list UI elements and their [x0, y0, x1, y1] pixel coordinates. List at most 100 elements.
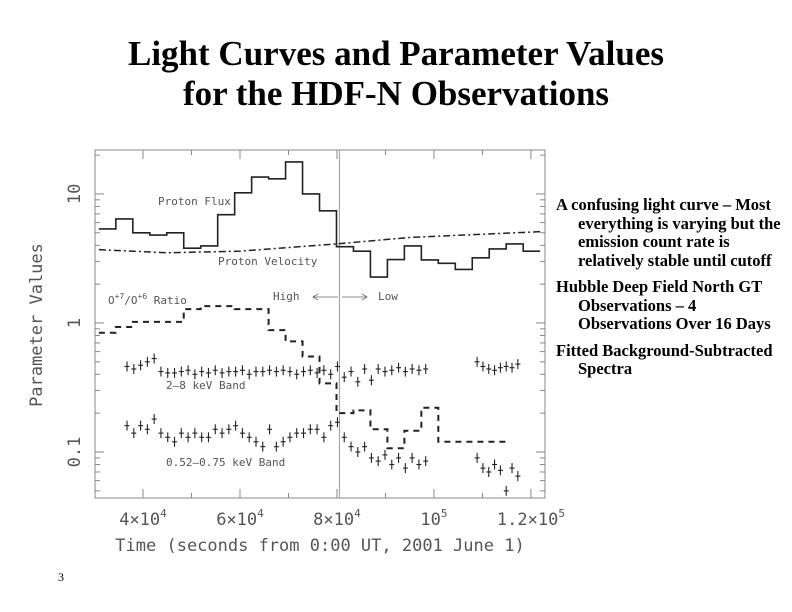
series-proton-flux	[98, 161, 541, 278]
data-point-2-8-kev-band	[178, 366, 184, 377]
x-tick-label: 6×104	[216, 507, 264, 530]
data-point-0-52-0-75-kev-band	[239, 428, 245, 439]
data-point-2-8-kev-band	[219, 367, 225, 378]
data-point-2-8-kev-band	[389, 365, 395, 376]
data-point-0-52-0-75-kev-band	[172, 436, 178, 447]
data-point-2-8-kev-band	[294, 369, 300, 380]
data-point-0-52-0-75-kev-band	[199, 432, 205, 443]
data-point-2-8-kev-band	[497, 362, 503, 373]
data-point-0-52-0-75-kev-band	[362, 441, 368, 452]
data-point-0-52-0-75-kev-band	[503, 485, 509, 496]
data-point-2-8-kev-band	[509, 362, 515, 373]
data-point-2-8-kev-band	[368, 375, 374, 386]
data-point-0-52-0-75-kev-band	[192, 428, 198, 439]
data-point-0-52-0-75-kev-band	[474, 452, 480, 463]
data-point-0-52-0-75-kev-band	[307, 424, 313, 435]
x-tick-label: 8×104	[313, 507, 361, 530]
data-point-2-8-kev-band	[239, 365, 245, 376]
data-point-2-8-kev-band	[341, 372, 347, 383]
data-point-0-52-0-75-kev-band	[480, 463, 486, 474]
data-point-2-8-kev-band	[348, 366, 354, 377]
data-point-0-52-0-75-kev-band	[382, 449, 388, 460]
data-point-2-8-kev-band	[246, 369, 252, 380]
data-point-0-52-0-75-kev-band	[497, 465, 503, 476]
x-tick-label: 105	[420, 507, 447, 530]
data-point-2-8-kev-band	[144, 356, 150, 367]
data-point-0-52-0-75-kev-band	[253, 436, 259, 447]
data-point-2-8-kev-band	[503, 361, 509, 372]
label-proton-velocity: Proton Velocity	[218, 255, 318, 268]
data-point-2-8-kev-band	[486, 363, 492, 374]
data-point-2-8-kev-band	[158, 366, 164, 377]
data-point-2-8-kev-band	[124, 361, 130, 372]
data-point-2-8-kev-band	[375, 363, 381, 374]
data-point-0-52-0-75-kev-band	[205, 432, 211, 443]
data-point-2-8-kev-band	[151, 353, 157, 364]
data-point-0-52-0-75-kev-band	[321, 432, 327, 443]
data-point-0-52-0-75-kev-band	[402, 463, 408, 474]
plot-frame	[94, 149, 546, 499]
data-point-0-52-0-75-kev-band	[246, 432, 252, 443]
data-point-0-52-0-75-kev-band	[341, 432, 347, 443]
data-point-2-8-kev-band	[192, 369, 198, 380]
data-point-0-52-0-75-kev-band	[131, 428, 137, 439]
label-low: Low	[378, 290, 398, 303]
data-point-0-52-0-75-kev-band	[314, 424, 320, 435]
data-point-2-8-kev-band	[205, 367, 211, 378]
data-point-0-52-0-75-kev-band	[294, 428, 300, 439]
data-point-2-8-kev-band	[226, 366, 232, 377]
x-axis-label: Time (seconds from 0:00 UT, 2001 June 1)	[115, 536, 524, 556]
data-point-2-8-kev-band	[314, 367, 320, 378]
series-o-7-o-6-ratio	[98, 305, 507, 450]
data-point-2-8-kev-band	[416, 365, 422, 376]
data-point-0-52-0-75-kev-band	[287, 432, 293, 443]
data-point-0-52-0-75-kev-band	[389, 459, 395, 470]
label-high: High	[273, 290, 300, 303]
data-point-0-52-0-75-kev-band	[158, 428, 164, 439]
data-point-2-8-kev-band	[185, 365, 191, 376]
label-soft-band: 0.52–0.75 keV Band	[166, 456, 285, 469]
data-point-2-8-kev-band	[402, 366, 408, 377]
data-point-0-52-0-75-kev-band	[368, 452, 374, 463]
data-point-2-8-kev-band	[307, 365, 313, 376]
bullet-item: A confusing light curve – Most everythin…	[556, 195, 781, 270]
y-tick-label: 10	[65, 184, 85, 204]
data-point-0-52-0-75-kev-band	[260, 441, 266, 452]
data-point-2-8-kev-band	[212, 365, 218, 376]
data-point-0-52-0-75-kev-band	[334, 417, 340, 428]
bullet-list: A confusing light curve – Most everythin…	[556, 195, 786, 387]
data-point-0-52-0-75-kev-band	[226, 424, 232, 435]
data-point-2-8-kev-band	[253, 366, 259, 377]
data-point-0-52-0-75-kev-band	[219, 428, 225, 439]
data-point-0-52-0-75-kev-band	[355, 446, 361, 457]
x-tick-label: 4×104	[119, 507, 167, 530]
bullet-item: Fitted Background-Subtracted Spectra	[556, 340, 773, 378]
data-point-0-52-0-75-kev-band	[144, 424, 150, 435]
data-point-0-52-0-75-kev-band	[416, 459, 422, 470]
label-hard-band: 2–8 keV Band	[166, 379, 245, 392]
data-point-2-8-kev-band	[273, 366, 279, 377]
slide-title-line1: Light Curves and Parameter Values	[127, 34, 665, 73]
data-point-0-52-0-75-kev-band	[178, 428, 184, 439]
data-point-2-8-kev-band	[287, 366, 293, 377]
data-point-0-52-0-75-kev-band	[138, 420, 144, 431]
data-point-0-52-0-75-kev-band	[273, 441, 279, 452]
data-point-2-8-kev-band	[492, 365, 498, 376]
data-point-2-8-kev-band	[396, 362, 402, 373]
label-proton-flux: Proton Flux	[158, 195, 231, 208]
data-point-0-52-0-75-kev-band	[301, 428, 307, 439]
data-point-0-52-0-75-kev-band	[328, 420, 334, 431]
data-point-0-52-0-75-kev-band	[348, 441, 354, 452]
data-point-2-8-kev-band	[362, 363, 368, 374]
data-point-2-8-kev-band	[172, 367, 178, 378]
data-point-0-52-0-75-kev-band	[509, 463, 515, 474]
x-tick-label: 1.2×105	[497, 507, 565, 530]
data-point-2-8-kev-band	[301, 366, 307, 377]
data-point-2-8-kev-band	[321, 365, 327, 376]
y-tick-label: 0.1	[65, 437, 85, 468]
data-point-2-8-kev-band	[280, 365, 286, 376]
data-point-0-52-0-75-kev-band	[185, 432, 191, 443]
data-point-0-52-0-75-kev-band	[515, 471, 521, 482]
data-point-0-52-0-75-kev-band	[233, 420, 239, 431]
data-point-2-8-kev-band	[328, 369, 334, 380]
